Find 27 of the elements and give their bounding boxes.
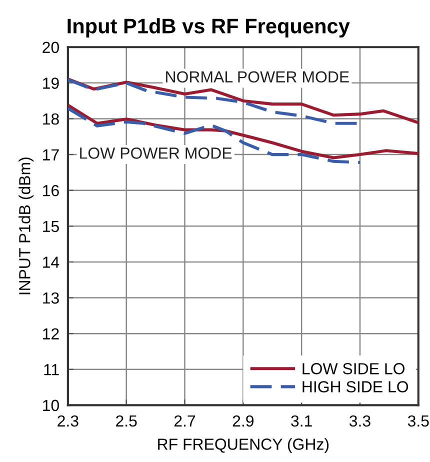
annotation: NORMAL POWER MODE (166, 71, 349, 83)
x-tick-label: 2.3 (58, 415, 78, 427)
annotation: LOW POWER MODE (80, 148, 232, 159)
legend-label: HIGH SIDE LO (302, 381, 408, 392)
y-tick-label: 16 (43, 184, 59, 196)
y-tick-label: 13 (43, 292, 59, 304)
y-tick-label: 17 (43, 149, 59, 160)
y-tick-label: 11 (44, 364, 59, 376)
x-tick-label: 2.9 (232, 415, 254, 427)
y-tick-label: 10 (43, 400, 59, 412)
y-tick-label: 12 (43, 328, 59, 340)
y-tick-label: 14 (43, 256, 60, 268)
x-axis-title: RF FREQUENCY (GHz) (158, 438, 329, 453)
x-tick-label: 3.3 (349, 415, 370, 427)
line-series (68, 106, 362, 164)
x-tick-label: 3.1 (291, 415, 312, 427)
y-axis-title: INPUT P1dB (dBm) (18, 158, 34, 294)
line-series (68, 104, 418, 160)
y-tick-label: 19 (43, 78, 59, 89)
y-tick-label: 18 (43, 113, 59, 125)
legend-label: LOW SIDE LO (302, 363, 404, 374)
x-tick-label: 2.5 (116, 415, 137, 427)
y-tick-label: 20 (42, 42, 59, 54)
x-tick-label: 2.7 (174, 415, 196, 426)
chart-title: Input P1dB vs RF Frequency (68, 18, 350, 38)
y-tick-label: 15 (43, 220, 59, 232)
x-tick-label: 3.5 (408, 415, 429, 427)
